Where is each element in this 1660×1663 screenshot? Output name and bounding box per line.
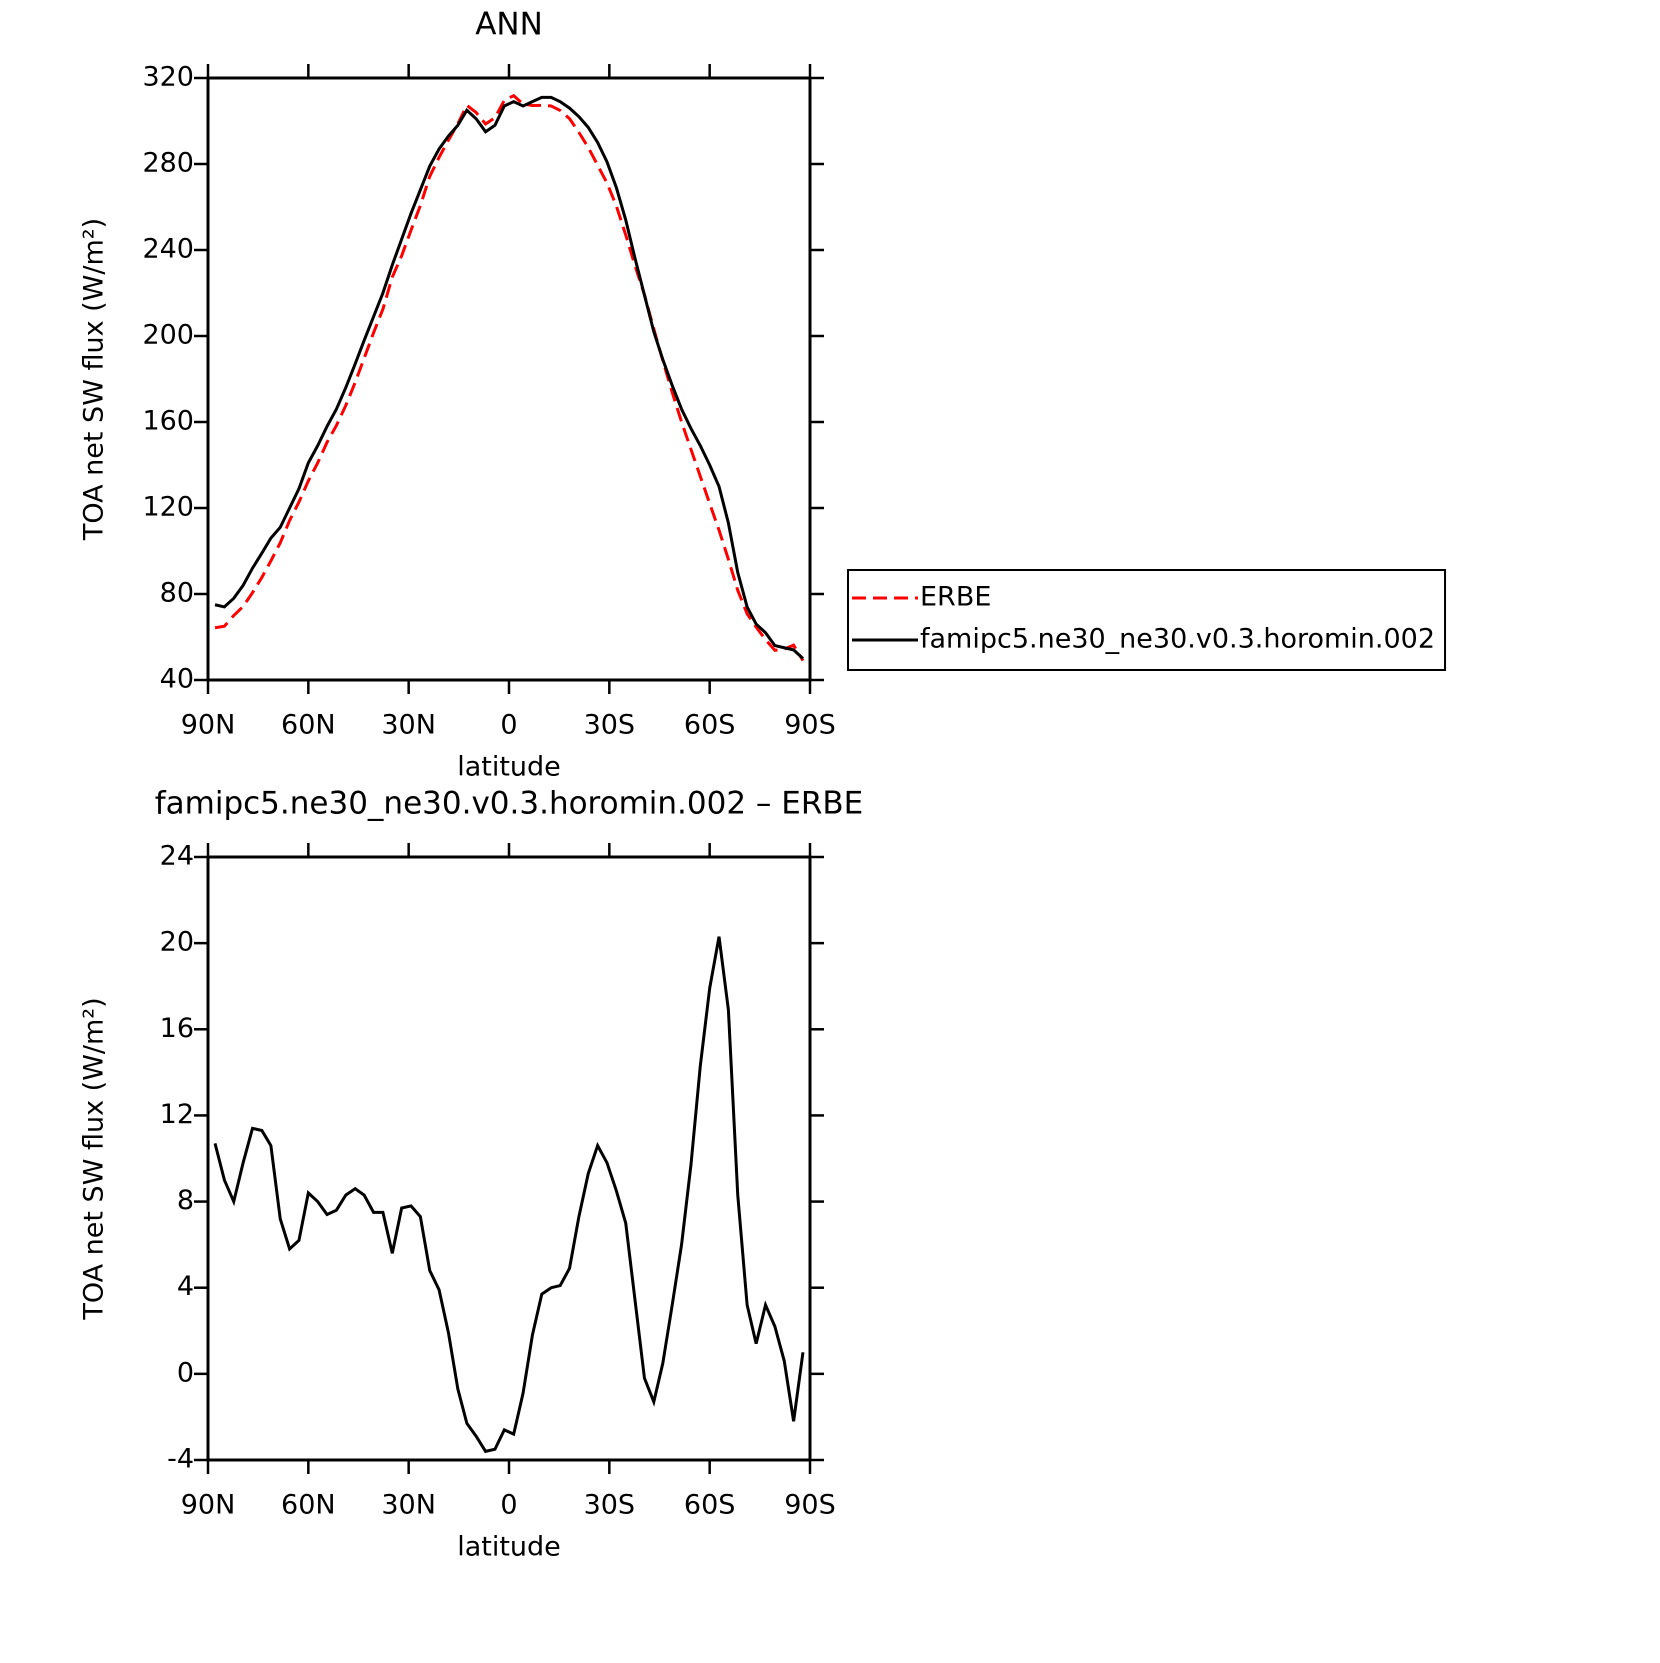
y-tick-label: 80 — [160, 578, 194, 609]
y-tick-label: 280 — [142, 148, 194, 179]
x-tick-label: 0 — [500, 710, 517, 741]
x-tick-label: 60S — [684, 1490, 736, 1521]
y-tick-label: 16 — [160, 1013, 194, 1044]
data-line — [214, 95, 804, 660]
y-tick-label: 200 — [142, 320, 194, 351]
y-tick-label: 12 — [160, 1099, 194, 1130]
y-tick-label: 0 — [177, 1357, 194, 1388]
chart-title: ANN — [475, 7, 543, 43]
data-line — [213, 936, 805, 1454]
y-tick-label: -4 — [167, 1444, 194, 1475]
x-tick-label: 30N — [381, 1490, 436, 1521]
x-tick-label: 90N — [181, 1490, 236, 1521]
x-tick-label: 90S — [784, 710, 836, 741]
plot-frame — [206, 855, 812, 1462]
chart-title: famipc5.ne30_ne30.v0.3.horomin.002 – ERB… — [155, 786, 864, 822]
legend-frame — [847, 569, 1447, 671]
y-tick-label: 20 — [160, 927, 194, 958]
y-tick-label: 4 — [177, 1271, 194, 1302]
y-axis-label: TOA net SW flux (W/m²) — [79, 218, 110, 541]
plot-frame — [206, 76, 812, 682]
y-tick-label: 120 — [142, 492, 194, 523]
y-tick-label: 240 — [142, 234, 194, 265]
x-tick-label: 60N — [281, 1490, 336, 1521]
x-axis-label: latitude — [457, 752, 561, 783]
y-tick-label: 320 — [142, 62, 194, 93]
y-tick-label: 40 — [160, 664, 194, 695]
y-tick-label: 160 — [142, 406, 194, 437]
x-tick-label: 90S — [784, 1490, 836, 1521]
x-tick-label: 30S — [584, 1490, 636, 1521]
x-tick-label: 30S — [584, 710, 636, 741]
y-tick-label: 24 — [160, 841, 194, 872]
x-tick-label: 30N — [381, 710, 436, 741]
x-tick-label: 90N — [181, 710, 236, 741]
x-tick-label: 60S — [684, 710, 736, 741]
y-axis-label: TOA net SW flux (W/m²) — [79, 997, 110, 1320]
legend-label: famipc5.ne30_ne30.v0.3.horomin.002 — [920, 624, 1435, 655]
x-tick-label: 0 — [500, 1490, 517, 1521]
legend-label: ERBE — [920, 582, 991, 613]
data-line — [214, 93, 805, 662]
x-tick-label: 60N — [281, 710, 336, 741]
y-tick-label: 8 — [177, 1185, 194, 1216]
x-axis-label: latitude — [457, 1532, 561, 1563]
